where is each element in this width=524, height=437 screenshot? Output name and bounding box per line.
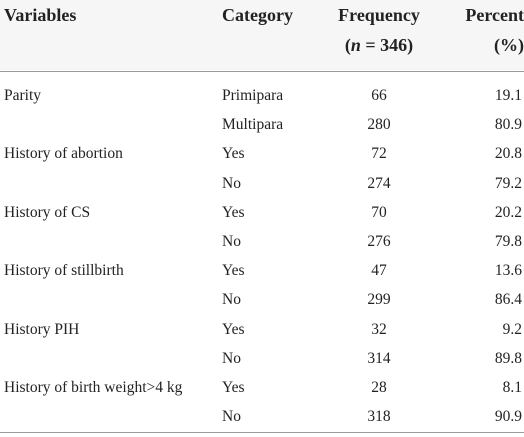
cell-percent: 19.1 xyxy=(494,87,522,104)
table-row: History of CS Yes 70 20.2 xyxy=(0,198,524,227)
cell-category: Yes xyxy=(222,379,245,396)
cell-percent: 79.2 xyxy=(494,174,522,192)
table-row: Multipara 280 80.9 xyxy=(0,110,524,139)
header-frequency-n: (n = 346) xyxy=(344,35,414,55)
table-row: No 274 79.2 xyxy=(0,169,524,198)
table-row: History of abortion Yes 72 20.8 xyxy=(0,139,524,168)
header-percent: Percent xyxy=(465,5,524,25)
cell-frequency: 72 xyxy=(371,145,387,163)
cell-frequency: 299 xyxy=(367,291,391,309)
header-divider xyxy=(0,71,524,72)
cell-frequency: 280 xyxy=(367,116,391,134)
header-frequency-n-value: = 346) xyxy=(360,35,414,55)
cell-variable: Parity xyxy=(4,87,42,104)
header-frequency: Frequency xyxy=(338,5,420,25)
cell-variable: History of CS xyxy=(4,203,91,221)
cell-frequency: 28 xyxy=(371,379,387,396)
header-variables: Variables xyxy=(4,5,77,25)
cell-variable: History PIH xyxy=(4,320,80,338)
cell-category: Multipara xyxy=(222,116,284,134)
cell-category: No xyxy=(222,291,241,309)
cell-frequency: 276 xyxy=(367,233,391,250)
table-row: History of stillbirth Yes 47 13.6 xyxy=(0,256,524,285)
cell-category: No xyxy=(222,408,241,426)
cell-variable: History of birth weight>4 kg xyxy=(4,379,183,396)
table-row: Parity Primipara 66 19.1 xyxy=(0,81,524,110)
cell-percent: 13.6 xyxy=(494,262,522,280)
cell-frequency: 32 xyxy=(371,320,387,338)
table-bottom-rule xyxy=(0,432,524,433)
cell-frequency: 66 xyxy=(371,87,387,104)
cell-category: Yes xyxy=(222,320,245,338)
cell-percent: 20.8 xyxy=(494,145,522,163)
cell-frequency: 318 xyxy=(367,408,391,426)
cell-percent: 8.1 xyxy=(502,379,522,396)
cell-percent: 79.8 xyxy=(494,233,522,250)
cell-frequency: 314 xyxy=(367,349,391,367)
cell-frequency: 47 xyxy=(371,262,387,280)
cell-frequency: 274 xyxy=(367,174,391,192)
cell-percent: 90.9 xyxy=(494,408,522,426)
cell-category: Yes xyxy=(222,145,245,163)
header-frequency-n-label: n xyxy=(350,35,361,55)
header-category: Category xyxy=(222,5,293,25)
cell-percent: 89.8 xyxy=(494,349,522,367)
cell-percent: 80.9 xyxy=(494,116,522,134)
cell-category: Yes xyxy=(222,203,245,221)
table-header: Variables Category Frequency (n = 346) P… xyxy=(0,0,524,70)
header-percent-unit: (%) xyxy=(494,35,524,55)
table-row: No 314 89.8 xyxy=(0,344,524,373)
table-row: History of birth weight>4 kg Yes 28 8.1 xyxy=(0,373,524,402)
cell-percent: 20.2 xyxy=(494,203,522,221)
cell-percent: 9.2 xyxy=(502,320,522,338)
cell-category: No xyxy=(222,349,241,367)
cell-category: No xyxy=(222,233,241,250)
table-row: No 299 86.4 xyxy=(0,285,524,314)
cell-variable: History of stillbirth xyxy=(4,262,124,280)
table-row: No 318 90.9 xyxy=(0,402,524,431)
cell-variable: History of abortion xyxy=(4,145,123,163)
cell-category: Primipara xyxy=(222,87,284,104)
cell-percent: 86.4 xyxy=(494,291,522,309)
cell-category: Yes xyxy=(222,262,245,280)
cell-category: No xyxy=(222,174,241,192)
table-row: History PIH Yes 32 9.2 xyxy=(0,315,524,344)
cell-frequency: 70 xyxy=(371,203,387,221)
table-row: No 276 79.8 xyxy=(0,227,524,256)
